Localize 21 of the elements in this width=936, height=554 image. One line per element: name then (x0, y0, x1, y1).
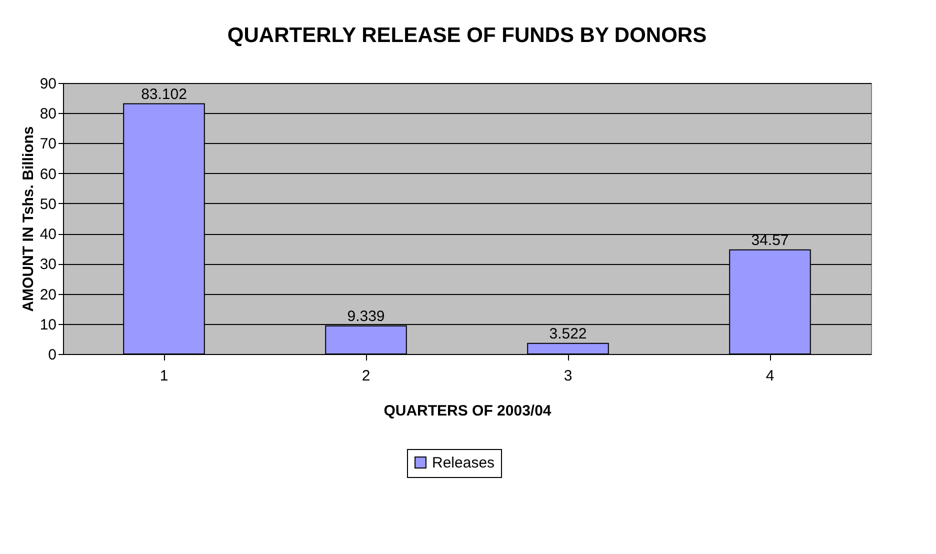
y-tick-label: 80 (40, 106, 56, 123)
data-label: 9.339 (347, 308, 385, 325)
x-tick-label: 4 (766, 368, 774, 384)
data-label: 83.102 (141, 86, 187, 103)
x-tick-label: 1 (160, 368, 168, 384)
y-tick-label: 70 (40, 136, 56, 153)
y-tick-label: 60 (40, 166, 56, 183)
chart-title: QUARTERLY RELEASE OF FUNDS BY DONORS (227, 24, 707, 47)
y-tick-label: 30 (40, 256, 56, 274)
y-axis-title: AMOUNT IN Tshs. Billions (20, 126, 37, 312)
y-tick-label: 10 (40, 316, 56, 334)
x-axis-title: QUARTERS OF 2003/04 (384, 402, 552, 420)
y-tick-label: 0 (48, 346, 56, 364)
data-label: 3.522 (549, 325, 587, 342)
x-tick-label: 3 (564, 368, 572, 384)
y-tick-label: 90 (40, 76, 56, 92)
y-tick-label: 40 (40, 226, 56, 244)
y-tick-label: 50 (40, 196, 56, 213)
y-tick-label: 20 (40, 286, 56, 304)
legend-label: Releases (432, 454, 495, 472)
x-tick-label: 2 (362, 368, 370, 384)
